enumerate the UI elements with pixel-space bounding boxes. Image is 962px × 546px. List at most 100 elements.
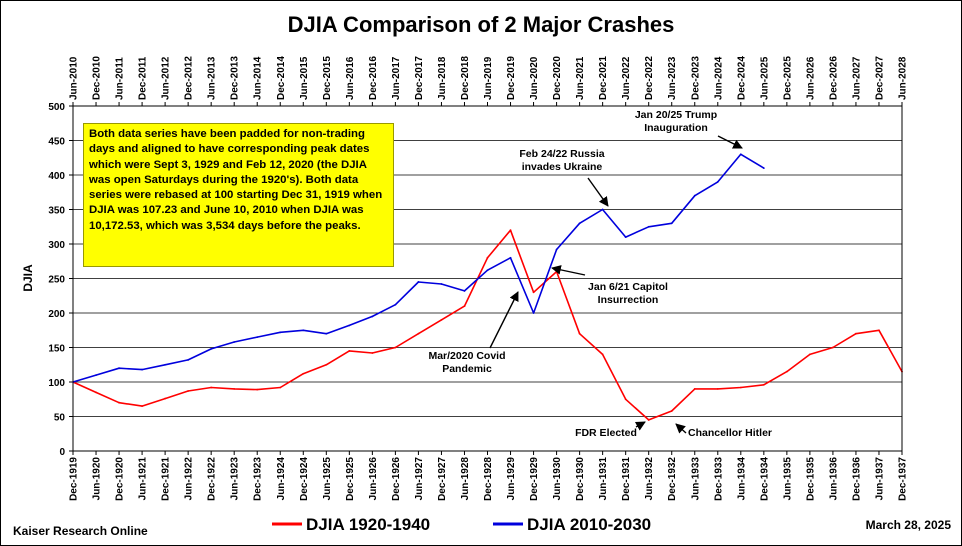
bottom-tick-label: Dec-1927 xyxy=(437,457,448,501)
annotation-fdr: FDR Elected xyxy=(575,427,637,439)
annotation-arrow-russia xyxy=(587,177,609,207)
y-tick-label: 450 xyxy=(48,137,65,148)
data-point xyxy=(210,347,213,350)
bottom-tick-label: Dec-1931 xyxy=(621,457,632,501)
annotation-arrow-trump xyxy=(717,135,743,149)
data-point xyxy=(670,410,673,412)
data-point xyxy=(624,398,627,401)
annotation-covid: Pandemic xyxy=(442,363,492,375)
plot-area xyxy=(72,105,903,452)
data-point xyxy=(164,363,167,366)
data-point xyxy=(164,397,167,400)
data-point xyxy=(555,248,558,251)
data-point xyxy=(279,331,282,334)
data-point xyxy=(647,419,650,421)
data-point xyxy=(440,283,443,285)
data-point xyxy=(371,315,374,318)
bottom-tick-label: Dec-1932 xyxy=(667,457,678,501)
top-tick-label: Dec-2014 xyxy=(276,56,287,100)
y-tick-label: 250 xyxy=(48,275,65,286)
top-tick-label: Jun-2012 xyxy=(161,56,172,100)
data-point xyxy=(509,229,512,232)
bottom-tick-label: Jun-1937 xyxy=(874,457,885,501)
bottom-tick-label: Jun-1932 xyxy=(644,457,655,501)
top-tick-label: Jun-2016 xyxy=(345,56,356,100)
bottom-tick-label: Jun-1933 xyxy=(690,457,701,501)
bottom-tick-label: Dec-1920 xyxy=(115,457,126,501)
y-axis-ticks: 0 50 100 150 200 250 300 350 400 450 500 xyxy=(48,102,73,458)
data-point xyxy=(762,167,765,170)
top-tick-label: Dec-2016 xyxy=(368,56,379,100)
top-tick-label: Dec-2010 xyxy=(92,56,103,100)
data-point xyxy=(647,225,650,228)
source-credit: Kaiser Research Online xyxy=(13,524,148,538)
bottom-tick-label: Dec-1926 xyxy=(391,457,402,501)
top-tick-label: Jun-2022 xyxy=(621,56,632,100)
top-tick-label: Dec-2015 xyxy=(322,56,333,100)
data-point xyxy=(348,324,351,327)
y-tick-label: 150 xyxy=(48,344,65,355)
top-tick-label: Jun-2017 xyxy=(391,56,402,100)
bottom-tick-label: Jun-1931 xyxy=(598,457,609,501)
top-tick-label: Dec-2027 xyxy=(874,56,885,100)
series-lines xyxy=(72,153,903,421)
data-point xyxy=(509,256,512,259)
data-point xyxy=(256,388,259,391)
data-point xyxy=(693,388,696,390)
bottom-tick-label: Jun-1928 xyxy=(460,457,471,501)
bottom-tick-label: Dec-1919 xyxy=(69,457,80,501)
data-point xyxy=(808,353,811,356)
chart-title: DJIA Comparison of 2 Major Crashes xyxy=(288,12,675,37)
legend: DJIA 1920-1940 DJIA 2010-2030 xyxy=(272,515,651,534)
top-tick-label: Jun-2027 xyxy=(851,56,862,100)
y-tick-label: 400 xyxy=(48,171,65,182)
top-tick-label: Jun-2025 xyxy=(759,56,770,100)
data-point xyxy=(417,332,420,335)
top-tick-label: Jun-2011 xyxy=(115,57,126,100)
legend-label-2010: DJIA 2010-2030 xyxy=(527,515,651,534)
data-point xyxy=(532,291,535,294)
data-point xyxy=(302,372,305,375)
data-point xyxy=(716,181,719,183)
top-tick-label: Jun-2010 xyxy=(69,56,80,100)
top-tick-label: Jun-2013 xyxy=(207,56,218,100)
data-point xyxy=(325,332,328,335)
data-point xyxy=(187,390,190,392)
top-tick-label: Dec-2020 xyxy=(552,56,563,100)
bottom-tick-label: Dec-1922 xyxy=(207,457,218,501)
top-tick-label: Jun-2024 xyxy=(713,56,724,100)
top-tick-label: Jun-2019 xyxy=(483,56,494,100)
data-point xyxy=(141,368,143,371)
annotation-arrow-capitol xyxy=(551,265,586,276)
data-point xyxy=(486,256,489,259)
top-tick-label: Dec-2013 xyxy=(230,56,241,100)
top-tick-label: Jun-2014 xyxy=(253,56,264,100)
y-axis-label: DJIA xyxy=(21,264,35,292)
data-point xyxy=(878,329,880,332)
bottom-tick-label: Dec-1933 xyxy=(713,457,724,501)
data-point xyxy=(463,290,466,292)
top-tick-label: Dec-2011 xyxy=(138,56,149,100)
bottom-tick-label: Jun-1929 xyxy=(506,457,517,501)
bottom-tick-label: Jun-1936 xyxy=(828,457,839,501)
annotation-trump: Inauguration xyxy=(644,122,708,134)
top-tick-label: Jun-2026 xyxy=(805,56,816,100)
bottom-tick-label: Jun-1927 xyxy=(414,457,425,501)
y-tick-label: 300 xyxy=(48,240,65,251)
data-point xyxy=(578,332,581,335)
data-point xyxy=(532,312,535,314)
bottom-tick-label: Dec-1928 xyxy=(483,457,494,501)
data-point xyxy=(417,281,420,283)
data-point xyxy=(302,329,305,332)
data-point xyxy=(762,383,765,386)
data-point xyxy=(739,153,742,156)
explanatory-note: Both data series have been padded for no… xyxy=(83,123,394,267)
bottom-tick-label: Dec-1923 xyxy=(253,457,264,501)
top-tick-label: Jun-2028 xyxy=(898,56,909,100)
bottom-tick-label: Dec-1924 xyxy=(299,457,310,501)
bottom-axis-ticks: Dec-1919 Jun-1920 Dec-1920 Jun-1921 Dec-1921… xyxy=(69,451,909,501)
data-point xyxy=(95,374,97,376)
top-tick-label: Jun-2023 xyxy=(667,56,678,100)
y-tick-label: 50 xyxy=(54,413,66,424)
